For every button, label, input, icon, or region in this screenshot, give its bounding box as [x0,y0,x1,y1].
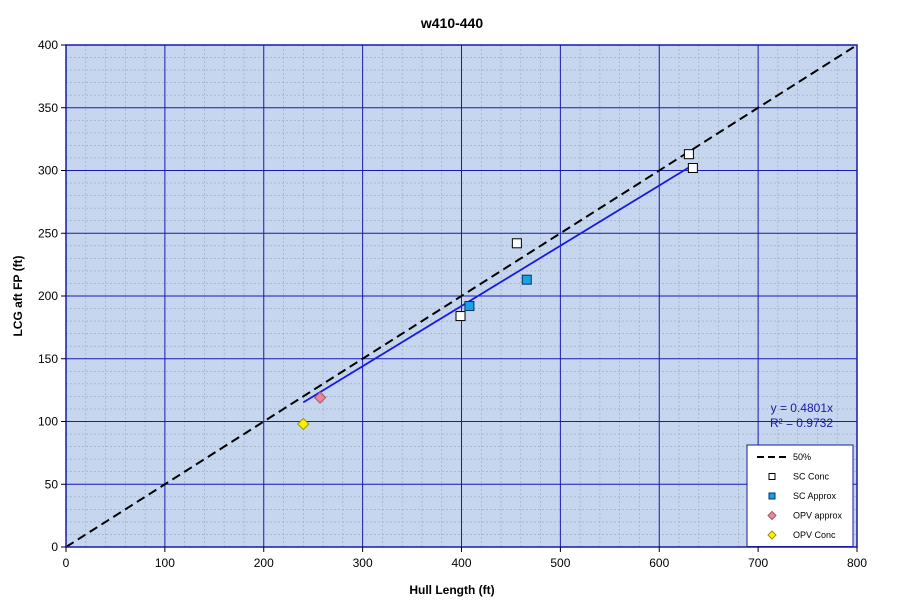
legend-entry-label: SC Approx [793,491,837,501]
data-point-sc-conc [511,238,522,249]
x-tick-label: 0 [63,556,70,570]
x-tick-label: 300 [353,556,373,570]
chart-title: w410-440 [420,15,483,31]
y-tick-label: 250 [38,226,58,240]
x-tick-label: 600 [649,556,669,570]
x-tick-label: 400 [451,556,471,570]
y-tick-label: 150 [38,352,58,366]
y-tick-label: 300 [38,164,58,178]
data-markers [297,149,698,431]
data-point-sc-approx [464,301,475,312]
y-tick-label: 350 [38,101,58,115]
data-point-opv-conc [297,417,310,431]
legend-marker-swatch [767,530,777,540]
legend-entry-label: SC Conc [793,472,830,482]
legend-box [746,444,854,547]
data-point-sc-approx [521,274,532,285]
x-tick-label: 100 [155,556,175,570]
legend-marker-swatch [767,510,777,521]
legend: 50% SC Conc SC Approx OPV approx OPV Conc [746,444,854,547]
legend-marker-swatch [768,492,776,500]
series-lines [65,44,858,548]
y-tick-label: 200 [38,289,58,303]
trendline-equation: y = 0.4801x [771,401,833,415]
trendline-r2: R² = 0.9732 [770,416,833,430]
x-tick-label: 800 [847,556,867,570]
data-point-sc-conc [455,311,466,322]
y-tick-label: 400 [38,38,58,52]
y-tick-label: 100 [38,415,58,429]
x-axis-label: Hull Length (ft) [409,583,494,597]
x-tick-label: 200 [254,556,274,570]
y-tick-label: 50 [45,477,59,491]
data-point-sc-conc [683,149,694,160]
data-point-sc-conc [687,162,698,173]
tick-labels: 0 100 200 300 400 500 600 700 800 0 50 100 150 200 250… [38,38,867,570]
legend-marker-swatch [768,473,776,480]
legend-entry-label: 50% [793,452,811,462]
trendline [302,164,694,404]
series-line-50-percent [65,44,858,548]
x-tick-label: 500 [550,556,570,570]
axis-ticks [61,44,858,552]
y-axis-label: LCG aft FP (ft) [11,255,25,336]
legend-entry-label: OPV approx [793,511,843,521]
data-point-opv-approx [313,391,327,404]
x-tick-label: 700 [748,556,768,570]
y-tick-label: 0 [51,540,58,554]
legend-entry-label: OPV Conc [793,530,836,540]
